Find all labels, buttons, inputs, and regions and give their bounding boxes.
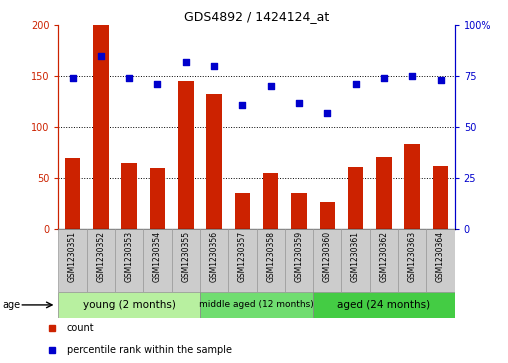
Point bbox=[69, 76, 77, 81]
Text: GSM1230351: GSM1230351 bbox=[68, 231, 77, 282]
Bar bbox=[320, 202, 335, 229]
Text: young (2 months): young (2 months) bbox=[83, 300, 176, 310]
Bar bbox=[143, 229, 172, 292]
Bar bbox=[206, 94, 222, 229]
Point bbox=[436, 77, 444, 83]
Bar bbox=[313, 292, 455, 318]
Point bbox=[238, 102, 246, 107]
Bar bbox=[150, 168, 165, 229]
Text: GSM1230359: GSM1230359 bbox=[295, 231, 303, 282]
Bar bbox=[235, 193, 250, 229]
Bar bbox=[228, 229, 257, 292]
Title: GDS4892 / 1424124_at: GDS4892 / 1424124_at bbox=[184, 10, 329, 23]
Bar bbox=[58, 229, 87, 292]
Point bbox=[323, 110, 331, 116]
Point bbox=[125, 76, 133, 81]
Text: GSM1230355: GSM1230355 bbox=[181, 231, 190, 282]
Bar bbox=[121, 163, 137, 229]
Text: GSM1230356: GSM1230356 bbox=[210, 231, 218, 282]
Bar bbox=[404, 144, 420, 229]
Text: age: age bbox=[3, 300, 21, 310]
Point bbox=[182, 59, 190, 65]
Bar bbox=[348, 167, 363, 229]
Text: percentile rank within the sample: percentile rank within the sample bbox=[67, 345, 232, 355]
Point bbox=[408, 73, 416, 79]
Point bbox=[267, 83, 275, 89]
Bar bbox=[58, 292, 200, 318]
Bar bbox=[291, 193, 307, 229]
Text: GSM1230363: GSM1230363 bbox=[408, 231, 417, 282]
Bar bbox=[370, 229, 398, 292]
Bar bbox=[178, 81, 194, 229]
Bar bbox=[200, 292, 313, 318]
Bar bbox=[87, 229, 115, 292]
Point bbox=[97, 53, 105, 59]
Text: GSM1230360: GSM1230360 bbox=[323, 231, 332, 282]
Bar bbox=[257, 229, 285, 292]
Point bbox=[295, 100, 303, 106]
Bar bbox=[341, 229, 370, 292]
Bar bbox=[433, 166, 448, 229]
Text: count: count bbox=[67, 323, 94, 333]
Bar bbox=[93, 25, 109, 229]
Bar bbox=[376, 156, 392, 229]
Point bbox=[153, 81, 162, 87]
Point bbox=[380, 76, 388, 81]
Bar bbox=[398, 229, 426, 292]
Bar bbox=[313, 229, 341, 292]
Text: GSM1230361: GSM1230361 bbox=[351, 231, 360, 282]
Bar bbox=[200, 229, 228, 292]
Text: GSM1230354: GSM1230354 bbox=[153, 231, 162, 282]
Bar bbox=[115, 229, 143, 292]
Bar bbox=[426, 229, 455, 292]
Bar bbox=[65, 158, 80, 229]
Bar bbox=[263, 173, 278, 229]
Text: GSM1230357: GSM1230357 bbox=[238, 231, 247, 282]
Bar bbox=[172, 229, 200, 292]
Text: aged (24 months): aged (24 months) bbox=[337, 300, 430, 310]
Point bbox=[210, 63, 218, 69]
Text: GSM1230352: GSM1230352 bbox=[97, 231, 105, 282]
Text: GSM1230358: GSM1230358 bbox=[266, 231, 275, 282]
Bar bbox=[285, 229, 313, 292]
Text: GSM1230353: GSM1230353 bbox=[124, 231, 134, 282]
Text: middle aged (12 months): middle aged (12 months) bbox=[199, 301, 314, 309]
Point bbox=[352, 81, 360, 87]
Text: GSM1230364: GSM1230364 bbox=[436, 231, 445, 282]
Text: GSM1230362: GSM1230362 bbox=[379, 231, 389, 282]
